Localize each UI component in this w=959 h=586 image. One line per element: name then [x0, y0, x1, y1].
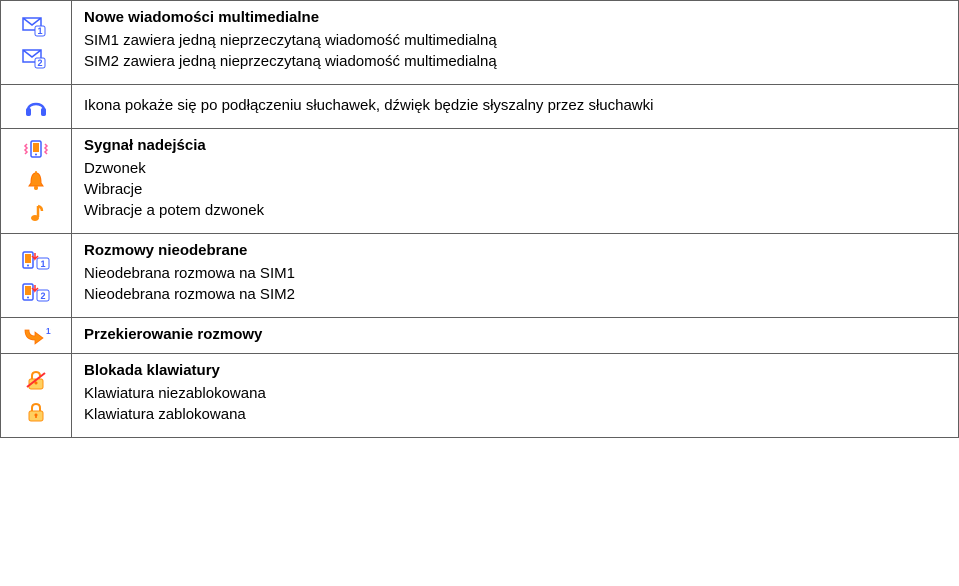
section-heading: Rozmowy nieodebrane — [84, 242, 946, 259]
svg-text:1: 1 — [40, 259, 45, 269]
desc-line: SIM2 zawiera jedną nieprzeczytaną wiadom… — [84, 53, 946, 70]
desc-line: Ikona pokaże się po podłączeniu słuchawe… — [84, 97, 946, 114]
desc-line: Wibracje a potem dzwonek — [84, 202, 946, 219]
vibrate-icon — [21, 138, 51, 160]
svg-text:12: 12 — [46, 327, 51, 336]
icon-legend-table: 1 2 Nowe wiadomości multimedialne SIM1 z… — [0, 0, 959, 438]
svg-text:2: 2 — [40, 291, 45, 301]
row-keyboard-lock: Blokada klawiatury Klawiatura niezabloko… — [0, 354, 959, 438]
row-headphones: Ikona pokaże się po podłączeniu słuchawe… — [0, 85, 959, 129]
mms-sim2-icon: 2 — [21, 48, 51, 70]
section-heading: Przekierowanie rozmowy — [84, 326, 946, 343]
call-forward-icon: 12 — [21, 325, 51, 347]
icon-cell: 1 2 — [0, 1, 72, 84]
icon-cell — [0, 129, 72, 233]
desc-line: Nieodebrana rozmowa na SIM2 — [84, 286, 946, 303]
desc-line: Dzwonek — [84, 160, 946, 177]
text-cell: Blokada klawiatury Klawiatura niezabloko… — [72, 354, 959, 437]
text-cell: Rozmowy nieodebrane Nieodebrana rozmowa … — [72, 234, 959, 317]
section-heading: Nowe wiadomości multimedialne — [84, 9, 946, 26]
icon-cell — [0, 85, 72, 128]
music-note-icon — [21, 202, 51, 224]
lock-closed-icon — [21, 401, 51, 423]
row-missed-calls: 1 2 Rozmowy nieodebrane Nieodebrana rozm… — [0, 234, 959, 318]
missed-call-sim2-icon: 2 — [21, 281, 51, 303]
mms-sim1-icon: 1 — [21, 16, 51, 38]
text-cell: Przekierowanie rozmowy — [72, 318, 959, 353]
desc-line: SIM1 zawiera jedną nieprzeczytaną wiadom… — [84, 32, 946, 49]
section-heading: Blokada klawiatury — [84, 362, 946, 379]
row-mms: 1 2 Nowe wiadomości multimedialne SIM1 z… — [0, 0, 959, 85]
icon-cell — [0, 354, 72, 437]
desc-line: Wibracje — [84, 181, 946, 198]
desc-line: Nieodebrana rozmowa na SIM1 — [84, 265, 946, 282]
lock-open-icon — [21, 369, 51, 391]
row-ringtone: Sygnał nadejścia Dzwonek Wibracje Wibrac… — [0, 129, 959, 234]
svg-text:1: 1 — [37, 26, 42, 36]
icon-cell: 1 2 — [0, 234, 72, 317]
desc-line: Klawiatura zablokowana — [84, 406, 946, 423]
text-cell: Ikona pokaże się po podłączeniu słuchawe… — [72, 85, 959, 128]
icon-cell: 12 — [0, 318, 72, 353]
desc-line: Klawiatura niezablokowana — [84, 385, 946, 402]
section-heading: Sygnał nadejścia — [84, 137, 946, 154]
headphones-icon — [21, 96, 51, 118]
missed-call-sim1-icon: 1 — [21, 249, 51, 271]
bell-icon — [21, 170, 51, 192]
svg-text:2: 2 — [37, 58, 42, 68]
row-call-forward: 12 Przekierowanie rozmowy — [0, 318, 959, 354]
text-cell: Sygnał nadejścia Dzwonek Wibracje Wibrac… — [72, 129, 959, 233]
text-cell: Nowe wiadomości multimedialne SIM1 zawie… — [72, 1, 959, 84]
